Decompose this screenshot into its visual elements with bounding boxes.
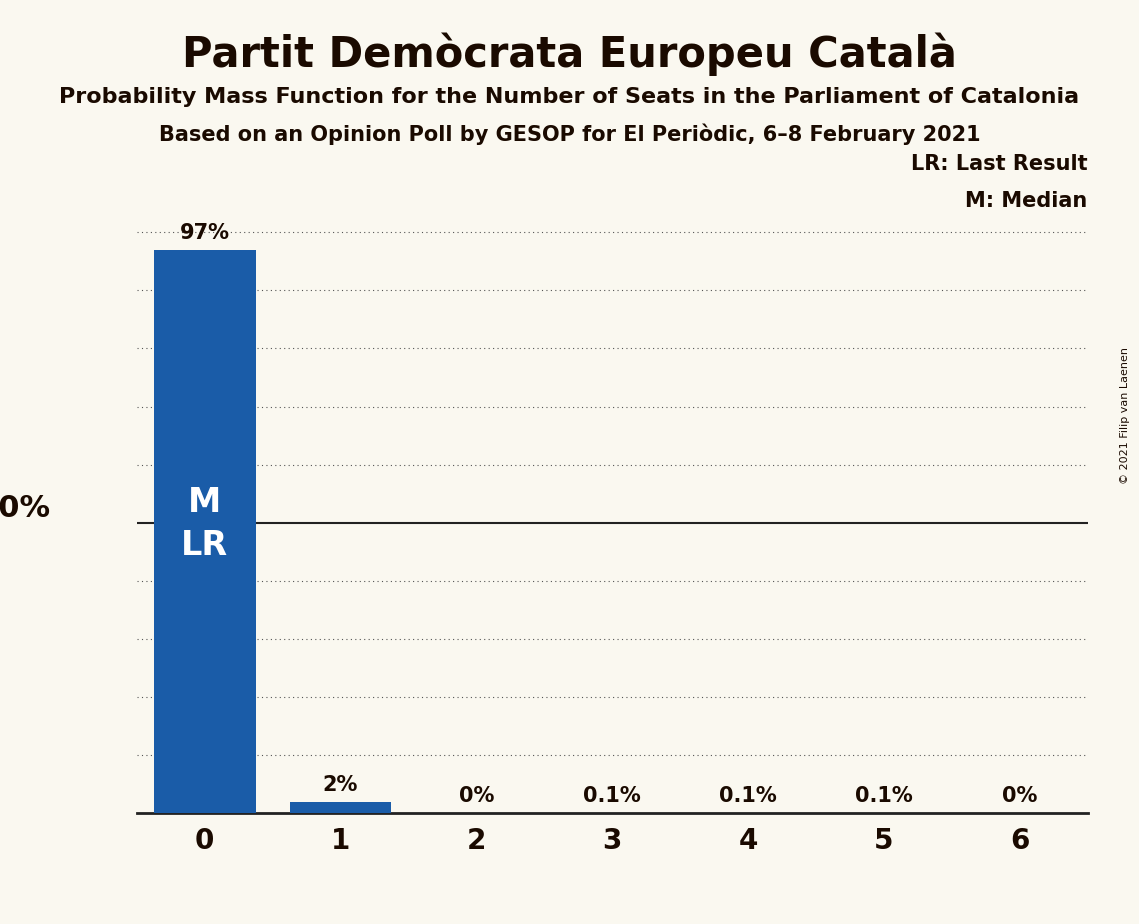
Text: Partit Demòcrata Europeu Català: Partit Demòcrata Europeu Català [182, 32, 957, 76]
Text: Based on an Opinion Poll by GESOP for El Periòdic, 6–8 February 2021: Based on an Opinion Poll by GESOP for El… [158, 124, 981, 145]
Text: 50%: 50% [0, 493, 51, 523]
Text: 0%: 0% [1002, 785, 1038, 806]
Text: 2%: 2% [322, 774, 358, 795]
Text: 0.1%: 0.1% [855, 785, 912, 806]
Bar [154, 249, 255, 813]
Text: M: Median: M: Median [966, 191, 1088, 211]
Text: LR: Last Result: LR: Last Result [911, 154, 1088, 175]
Text: 0.1%: 0.1% [583, 785, 641, 806]
Text: LR: LR [181, 529, 228, 563]
Text: © 2021 Filip van Laenen: © 2021 Filip van Laenen [1121, 347, 1130, 484]
Text: 97%: 97% [180, 223, 230, 243]
Text: Probability Mass Function for the Number of Seats in the Parliament of Catalonia: Probability Mass Function for the Number… [59, 87, 1080, 107]
Text: 0.1%: 0.1% [719, 785, 777, 806]
Bar [289, 801, 392, 813]
Text: 0%: 0% [459, 785, 494, 806]
Text: M: M [188, 486, 221, 519]
